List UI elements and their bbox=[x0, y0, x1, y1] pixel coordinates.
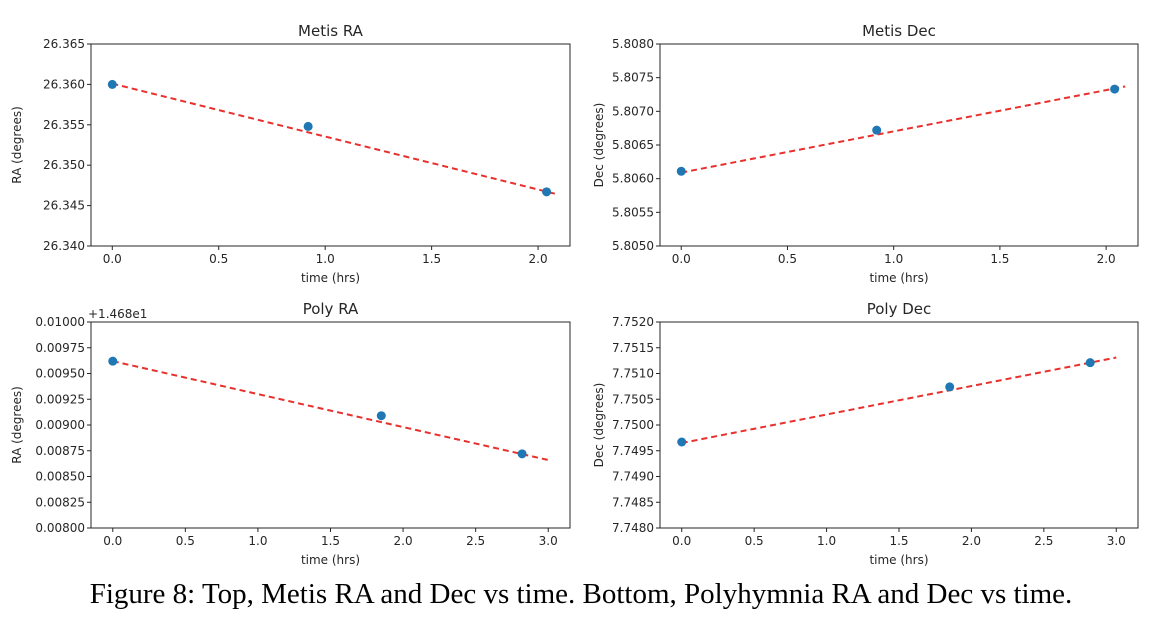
x-tick-label: 1.5 bbox=[990, 252, 1009, 266]
y-axis-label: Dec (degrees) bbox=[592, 383, 606, 468]
x-tick-label: 3.0 bbox=[1107, 534, 1126, 548]
data-point bbox=[677, 437, 687, 447]
y-tick-label: 5.8080 bbox=[612, 37, 654, 51]
subplot-2: 0.0 0.5 1.0 1.5 2.0 5.8050 5.8055 5.8060 5.8065 5… bbox=[592, 22, 1139, 285]
y-offset-text: +1.468e1 bbox=[88, 307, 147, 321]
y-tick-label: 26.365 bbox=[43, 37, 85, 51]
data-point bbox=[542, 187, 552, 197]
x-tick-label: 0.0 bbox=[103, 534, 122, 548]
y-tick-label: 0.00975 bbox=[35, 341, 85, 355]
x-tick-label: 1.5 bbox=[422, 252, 441, 266]
data-point bbox=[303, 121, 313, 131]
y-tick-label: 7.7485 bbox=[612, 495, 654, 509]
y-tick-label: 7.7510 bbox=[612, 367, 654, 381]
x-axis-label: time (hrs) bbox=[301, 553, 360, 567]
x-tick-label: 3.0 bbox=[539, 534, 558, 548]
x-tick-label: 1.0 bbox=[316, 252, 335, 266]
x-tick-label: 2.5 bbox=[1034, 534, 1053, 548]
x-axis-label: time (hrs) bbox=[301, 271, 360, 285]
y-axis-label: RA (degrees) bbox=[10, 106, 24, 184]
fit-line bbox=[112, 82, 558, 196]
plot-frame bbox=[90, 321, 571, 529]
x-tick-label: 0.5 bbox=[778, 252, 797, 266]
data-point bbox=[107, 79, 117, 89]
data-point bbox=[945, 382, 955, 392]
x-tick-label: 2.0 bbox=[962, 534, 981, 548]
subplot-1: 0.0 0.5 1.0 1.5 2.0 26.340 26.345 26.350 26.355 2… bbox=[10, 22, 571, 285]
fit-line bbox=[112, 360, 549, 461]
fit-line bbox=[681, 85, 1126, 174]
y-tick-label: 26.360 bbox=[43, 77, 85, 91]
x-tick-label: 1.0 bbox=[817, 534, 836, 548]
subplot-3: 0.0 0.5 1.0 1.5 2.0 2.5 3.0 0.00800 0.00825 0.008… bbox=[10, 300, 571, 567]
y-tick-label: 7.7520 bbox=[612, 315, 654, 329]
chart-title: Metis Dec bbox=[862, 22, 936, 40]
y-tick-label: 26.355 bbox=[43, 118, 85, 132]
y-tick-label: 0.01000 bbox=[35, 315, 85, 329]
y-tick-label: 0.00850 bbox=[35, 470, 85, 484]
x-tick-label: 2.0 bbox=[529, 252, 548, 266]
x-axis-label: time (hrs) bbox=[869, 553, 928, 567]
x-tick-label: 0.5 bbox=[176, 534, 195, 548]
data-point bbox=[517, 449, 527, 459]
y-tick-label: 26.350 bbox=[43, 158, 85, 172]
y-axis-label: RA (degrees) bbox=[10, 386, 24, 464]
figure-canvas: 0.0 0.5 1.0 1.5 2.0 26.340 26.345 26.350 26.355 2… bbox=[10, 22, 1139, 567]
y-tick-label: 0.00950 bbox=[35, 367, 85, 381]
data-point bbox=[872, 125, 882, 135]
plot-frame bbox=[659, 43, 1139, 247]
data-point bbox=[676, 166, 686, 176]
x-tick-label: 1.0 bbox=[884, 252, 903, 266]
y-tick-label: 0.00875 bbox=[35, 444, 85, 458]
x-tick-label: 1.5 bbox=[321, 534, 340, 548]
data-point bbox=[108, 356, 118, 366]
y-tick-label: 5.8060 bbox=[612, 172, 654, 186]
chart-title: Poly RA bbox=[303, 300, 359, 318]
x-tick-label: 2.5 bbox=[466, 534, 485, 548]
data-point bbox=[376, 411, 386, 421]
y-tick-label: 7.7495 bbox=[612, 444, 654, 458]
x-tick-label: 0.0 bbox=[672, 252, 691, 266]
y-tick-label: 0.00900 bbox=[35, 418, 85, 432]
y-tick-label: 7.7490 bbox=[612, 470, 654, 484]
y-tick-label: 0.00800 bbox=[35, 521, 85, 535]
x-tick-label: 0.5 bbox=[209, 252, 228, 266]
plot-frame bbox=[659, 321, 1139, 529]
x-axis-label: time (hrs) bbox=[869, 271, 928, 285]
subplot-4: 0.0 0.5 1.0 1.5 2.0 2.5 3.0 7.7480 7.7485 7.7490 7… bbox=[592, 300, 1139, 567]
y-tick-label: 7.7505 bbox=[612, 392, 654, 406]
y-tick-label: 26.340 bbox=[43, 239, 85, 253]
y-tick-label: 5.8075 bbox=[612, 71, 654, 85]
y-tick-label: 7.7480 bbox=[612, 521, 654, 535]
y-tick-label: 5.8070 bbox=[612, 104, 654, 118]
y-tick-label: 5.8065 bbox=[612, 138, 654, 152]
y-tick-label: 26.345 bbox=[43, 199, 85, 213]
y-tick-label: 7.7515 bbox=[612, 341, 654, 355]
chart-title: Poly Dec bbox=[867, 300, 932, 318]
y-tick-label: 5.8050 bbox=[612, 239, 654, 253]
x-tick-label: 2.0 bbox=[1097, 252, 1116, 266]
y-tick-label: 5.8055 bbox=[612, 205, 654, 219]
data-point bbox=[1085, 358, 1095, 368]
x-tick-label: 0.0 bbox=[672, 534, 691, 548]
data-point bbox=[1110, 84, 1120, 94]
x-tick-label: 1.0 bbox=[248, 534, 267, 548]
x-tick-label: 2.0 bbox=[394, 534, 413, 548]
y-tick-label: 0.00825 bbox=[35, 495, 85, 509]
y-tick-label: 7.7500 bbox=[612, 418, 654, 432]
chart-title: Metis RA bbox=[298, 22, 364, 40]
fit-line bbox=[681, 356, 1117, 445]
figure-caption: Figure 8: Top, Metis RA and Dec vs time.… bbox=[89, 578, 1073, 610]
x-tick-label: 0.0 bbox=[103, 252, 122, 266]
plot-frame bbox=[90, 43, 571, 247]
y-tick-label: 0.00925 bbox=[35, 392, 85, 406]
x-tick-label: 0.5 bbox=[745, 534, 764, 548]
y-axis-label: Dec (degrees) bbox=[592, 103, 606, 188]
x-tick-label: 1.5 bbox=[889, 534, 908, 548]
